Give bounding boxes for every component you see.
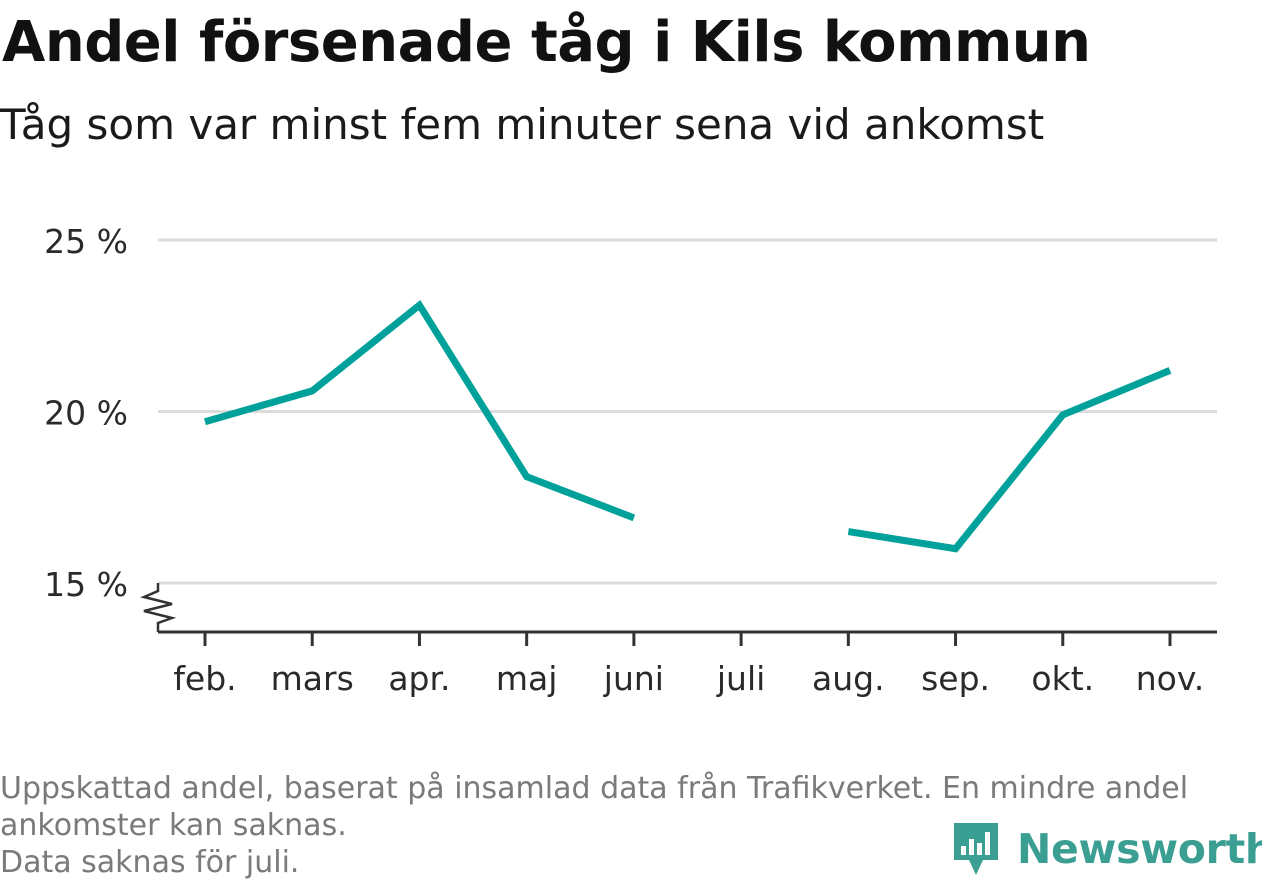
series-line (847, 367, 1172, 553)
x-tick-label: apr. (388, 659, 450, 698)
line-chart: 15 % 20 % 25 % feb. mars apr. maj juni juli aug. s… (44, 222, 1217, 698)
series-line (204, 299, 636, 522)
brand-logo: Newsworthy (951, 818, 1262, 880)
y-tick-label: 20 % (44, 394, 128, 433)
y-tick-label: 15 % (44, 565, 128, 604)
y-axis-break (140, 583, 177, 632)
x-tick-label: sep. (921, 659, 990, 698)
newsworthy-logo-icon (954, 823, 998, 875)
x-tick-label: feb. (173, 659, 236, 698)
x-tick-label: aug. (812, 659, 885, 698)
y-tick-label: 25 % (44, 222, 128, 261)
chart-title: Andel försenade tåg i Kils kommun (2, 10, 1091, 75)
footnote: Uppskattad andel, baserat på insamlad da… (0, 770, 1250, 881)
brand-name: Newsworthy (1017, 825, 1262, 873)
x-tick-label: nov. (1136, 659, 1205, 698)
footnote-line: Data saknas för juli. (0, 845, 300, 880)
x-tick-label: juni (603, 659, 664, 698)
x-tick-label: maj (496, 659, 558, 698)
chart-subtitle: Tåg som var minst fem minuter sena vid a… (0, 100, 1045, 149)
x-tick-label: mars (271, 659, 354, 698)
x-tick-label: juli (716, 659, 765, 698)
footnote-line: Uppskattad andel, baserat på insamlad da… (0, 771, 1189, 806)
x-tick-label: okt. (1031, 659, 1094, 698)
footnote-line: ankomster kan saknas. (0, 808, 347, 843)
